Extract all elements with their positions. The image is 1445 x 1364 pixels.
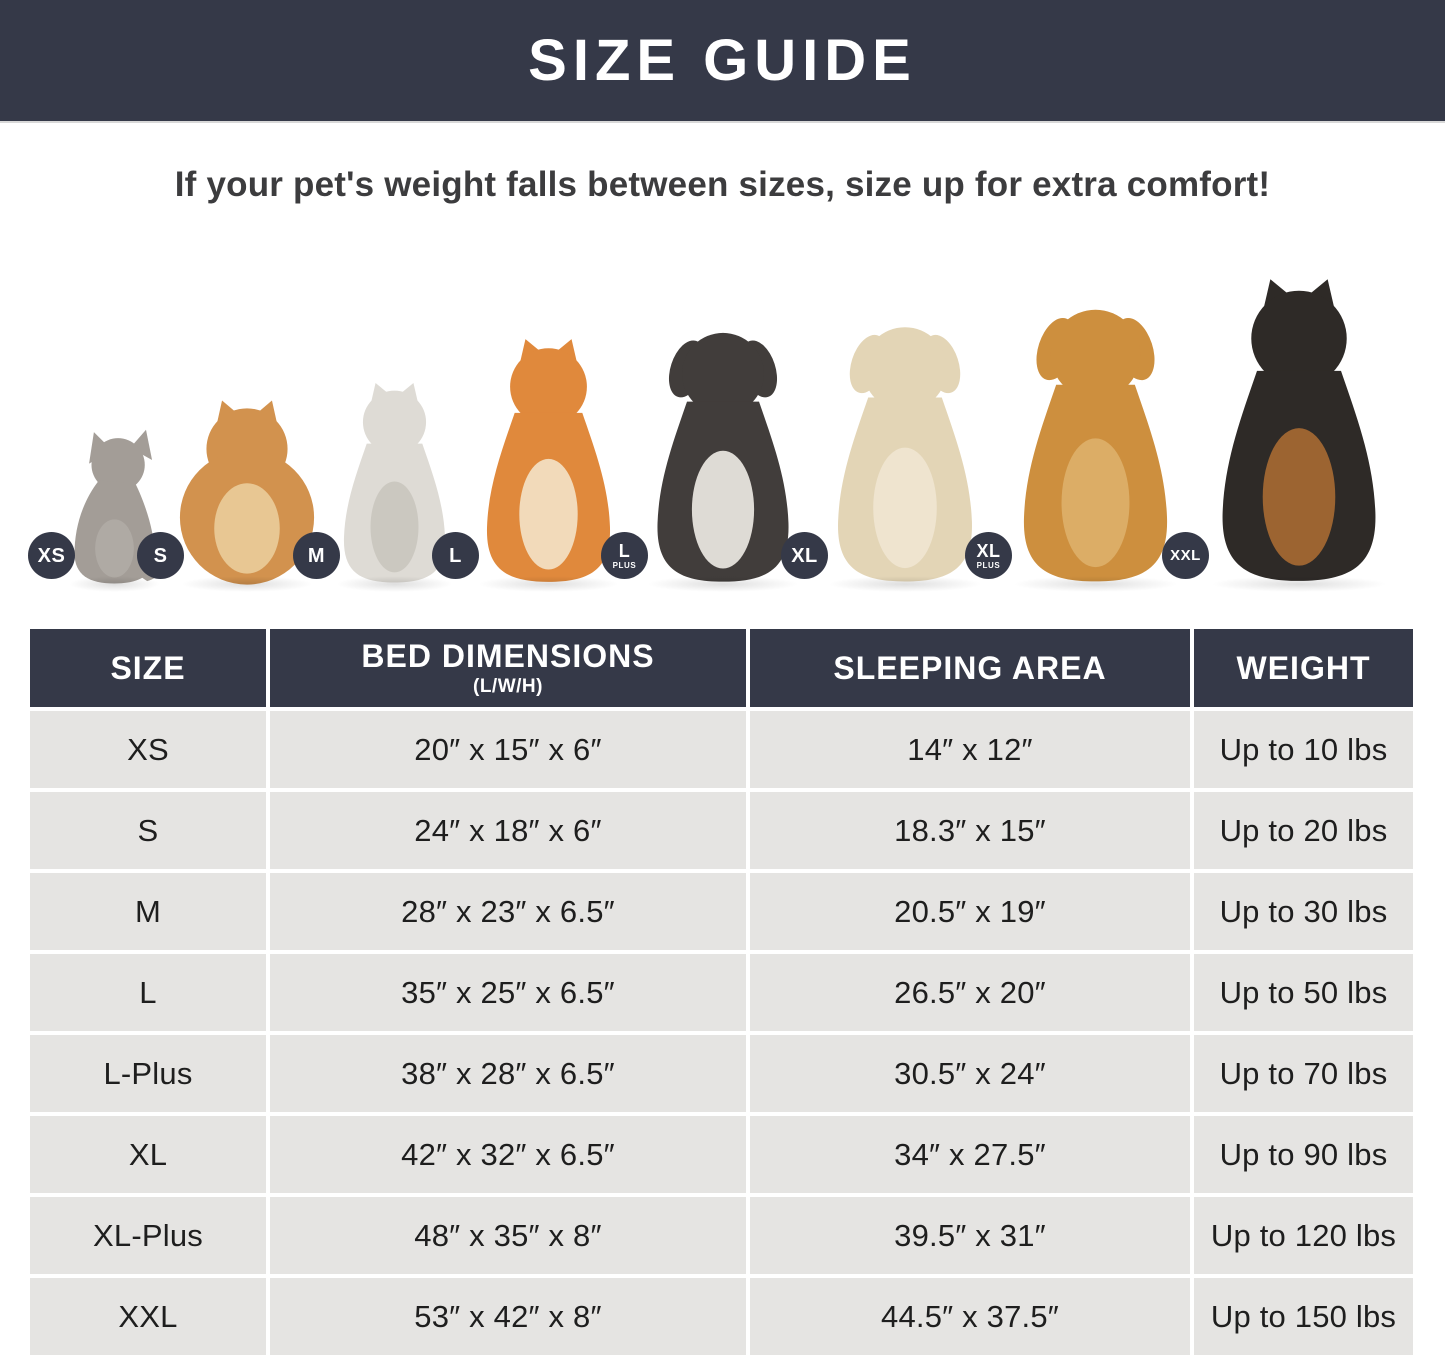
column-header-label: BED DIMENSIONS — [361, 638, 655, 674]
table-row: L-Plus 38″ x 28″ x 6.5″ 30.5″ x 24″ Up to 7… — [30, 1035, 1413, 1112]
table-row: XS 20″ x 15″ x 6″ 14″ x 12″ Up to 10 lbs — [30, 711, 1413, 788]
size-badge-label: S — [153, 544, 168, 567]
golden-retriever-illustration — [1023, 309, 1168, 582]
cell-weight: Up to 30 lbs — [1194, 873, 1413, 950]
size-badge: XL — [781, 532, 828, 579]
cell-size: L-Plus — [30, 1035, 266, 1112]
cell-bed-dimensions: 42″ x 32″ x 6.5″ — [270, 1116, 746, 1193]
cell-sleeping-area: 34″ x 27.5″ — [750, 1116, 1190, 1193]
cell-weight: Up to 120 lbs — [1194, 1197, 1413, 1274]
size-badge: S — [137, 532, 184, 579]
cell-size: L — [30, 954, 266, 1031]
cell-weight: Up to 50 lbs — [1194, 954, 1413, 1031]
cell-sleeping-area: 18.3″ x 15″ — [750, 792, 1190, 869]
size-badge-label: L — [618, 540, 631, 561]
column-header-label: SIZE — [110, 649, 186, 686]
size-badge-sub: PLUS — [976, 560, 1001, 570]
column-header-label: SLEEPING AREA — [833, 649, 1107, 686]
cell-sleeping-area: 26.5″ x 20″ — [750, 954, 1190, 1031]
size-badge-sub: PLUS — [612, 560, 637, 570]
cell-bed-dimensions: 24″ x 18″ x 6″ — [270, 792, 746, 869]
dimensions-format-note: (L/W/H) — [473, 676, 543, 697]
size-badge: M — [293, 532, 340, 579]
pet-shadow — [647, 576, 799, 592]
pets-row: XS S M L L PLUS XL — [0, 277, 1445, 592]
cell-sleeping-area: 14″ x 12″ — [750, 711, 1190, 788]
table-row: M 28″ x 23″ x 6.5″ 20.5″ x 19″ Up to 30 lbs — [30, 873, 1413, 950]
cell-size: XL-Plus — [30, 1197, 266, 1274]
border-collie-illustration — [657, 332, 789, 582]
table-row: XXL 53″ x 42″ x 8″ 44.5″ x 37.5″ Up to 150 … — [30, 1278, 1413, 1355]
table-body: XS 20″ x 15″ x 6″ 14″ x 12″ Up to 10 lbs S 24… — [30, 711, 1413, 1355]
size-badge: L — [432, 532, 479, 579]
cell-sleeping-area: 20.5″ x 19″ — [750, 873, 1190, 950]
cell-size: XL — [30, 1116, 266, 1193]
cell-bed-dimensions: 53″ x 42″ x 8″ — [270, 1278, 746, 1355]
pet-border-collie: L PLUS — [601, 323, 813, 592]
pet-shadow — [181, 576, 313, 592]
cell-sleeping-area: 44.5″ x 37.5″ — [750, 1278, 1190, 1355]
pet-shadow — [1210, 576, 1388, 592]
table-row: XL-Plus 48″ x 35″ x 8″ 39.5″ x 31″ Up to 12… — [30, 1197, 1413, 1274]
cell-weight: Up to 70 lbs — [1194, 1035, 1413, 1112]
cell-weight: Up to 150 lbs — [1194, 1278, 1413, 1355]
cell-sleeping-area: 30.5″ x 24″ — [750, 1035, 1190, 1112]
cell-size: S — [30, 792, 266, 869]
size-badge: XXL — [1162, 532, 1209, 579]
column-header-sleeping-area: SLEEPING AREA — [750, 629, 1190, 707]
pet-cat: XS — [28, 427, 169, 592]
cell-bed-dimensions: 28″ x 23″ x 6.5″ — [270, 873, 746, 950]
cell-weight: Up to 90 lbs — [1194, 1116, 1413, 1193]
labrador-illustration — [838, 327, 972, 582]
cell-bed-dimensions: 20″ x 15″ x 6″ — [270, 711, 746, 788]
column-header-label: WEIGHT — [1236, 649, 1371, 686]
pet-shadow — [336, 576, 453, 592]
table-header-row: SIZE BED DIMENSIONS (L/W/H) SLEEPING ARE… — [30, 629, 1413, 707]
cell-size: XS — [30, 711, 266, 788]
cell-size: M — [30, 873, 266, 950]
column-header-weight: WEIGHT — [1194, 629, 1413, 707]
cell-bed-dimensions: 35″ x 25″ x 6.5″ — [270, 954, 746, 1031]
size-badge-label: XXL — [1170, 547, 1201, 564]
cell-weight: Up to 20 lbs — [1194, 792, 1413, 869]
pet-doberman: XXL — [1162, 279, 1404, 592]
pet-shadow — [68, 576, 161, 592]
page-title: SIZE GUIDE — [528, 28, 917, 93]
subtitle: If your pet's weight falls between sizes… — [174, 165, 1271, 204]
size-badge: L PLUS — [601, 532, 648, 579]
cell-bed-dimensions: 48″ x 35″ x 8″ — [270, 1197, 746, 1274]
size-badge: XL PLUS — [965, 532, 1012, 579]
french-bulldog-illustration — [343, 383, 446, 583]
size-badge: XS — [28, 532, 75, 579]
pet-french-bulldog: M — [293, 383, 464, 592]
size-badge-label: XL — [791, 544, 818, 567]
pet-shadow — [477, 576, 620, 592]
column-header-size: SIZE — [30, 629, 266, 707]
pet-labrador: XL — [781, 317, 997, 592]
title-bar: SIZE GUIDE — [0, 0, 1445, 123]
table-row: S 24″ x 18″ x 6″ 18.3″ x 15″ Up to 20 lbs — [30, 792, 1413, 869]
size-badge-label: XL — [976, 540, 1001, 561]
pomeranian-illustration — [179, 400, 315, 585]
pet-shadow — [1012, 576, 1179, 592]
pet-shadow — [827, 576, 983, 592]
cell-weight: Up to 10 lbs — [1194, 711, 1413, 788]
size-badge-label: XS — [37, 544, 66, 567]
pet-pomeranian: S — [137, 397, 325, 592]
cell-sleeping-area: 39.5″ x 31″ — [750, 1197, 1190, 1274]
pet-golden-retriever: XL PLUS — [965, 299, 1194, 592]
size-table: SIZE BED DIMENSIONS (L/W/H) SLEEPING ARE… — [30, 629, 1413, 1355]
column-header-bed-dimensions: BED DIMENSIONS (L/W/H) — [270, 629, 746, 707]
cell-size: XXL — [30, 1278, 266, 1355]
size-badge-label: L — [449, 544, 462, 567]
cell-bed-dimensions: 38″ x 28″ x 6.5″ — [270, 1035, 746, 1112]
shiba-inu-illustration — [486, 339, 611, 582]
size-badge-label: M — [307, 544, 326, 567]
doberman-illustration — [1222, 279, 1376, 581]
pet-shiba-inu: L — [432, 339, 633, 592]
table-row: L 35″ x 25″ x 6.5″ 26.5″ x 20″ Up to 50 lbs — [30, 954, 1413, 1031]
table-row: XL 42″ x 32″ x 6.5″ 34″ x 27.5″ Up to 90 lb… — [30, 1116, 1413, 1193]
